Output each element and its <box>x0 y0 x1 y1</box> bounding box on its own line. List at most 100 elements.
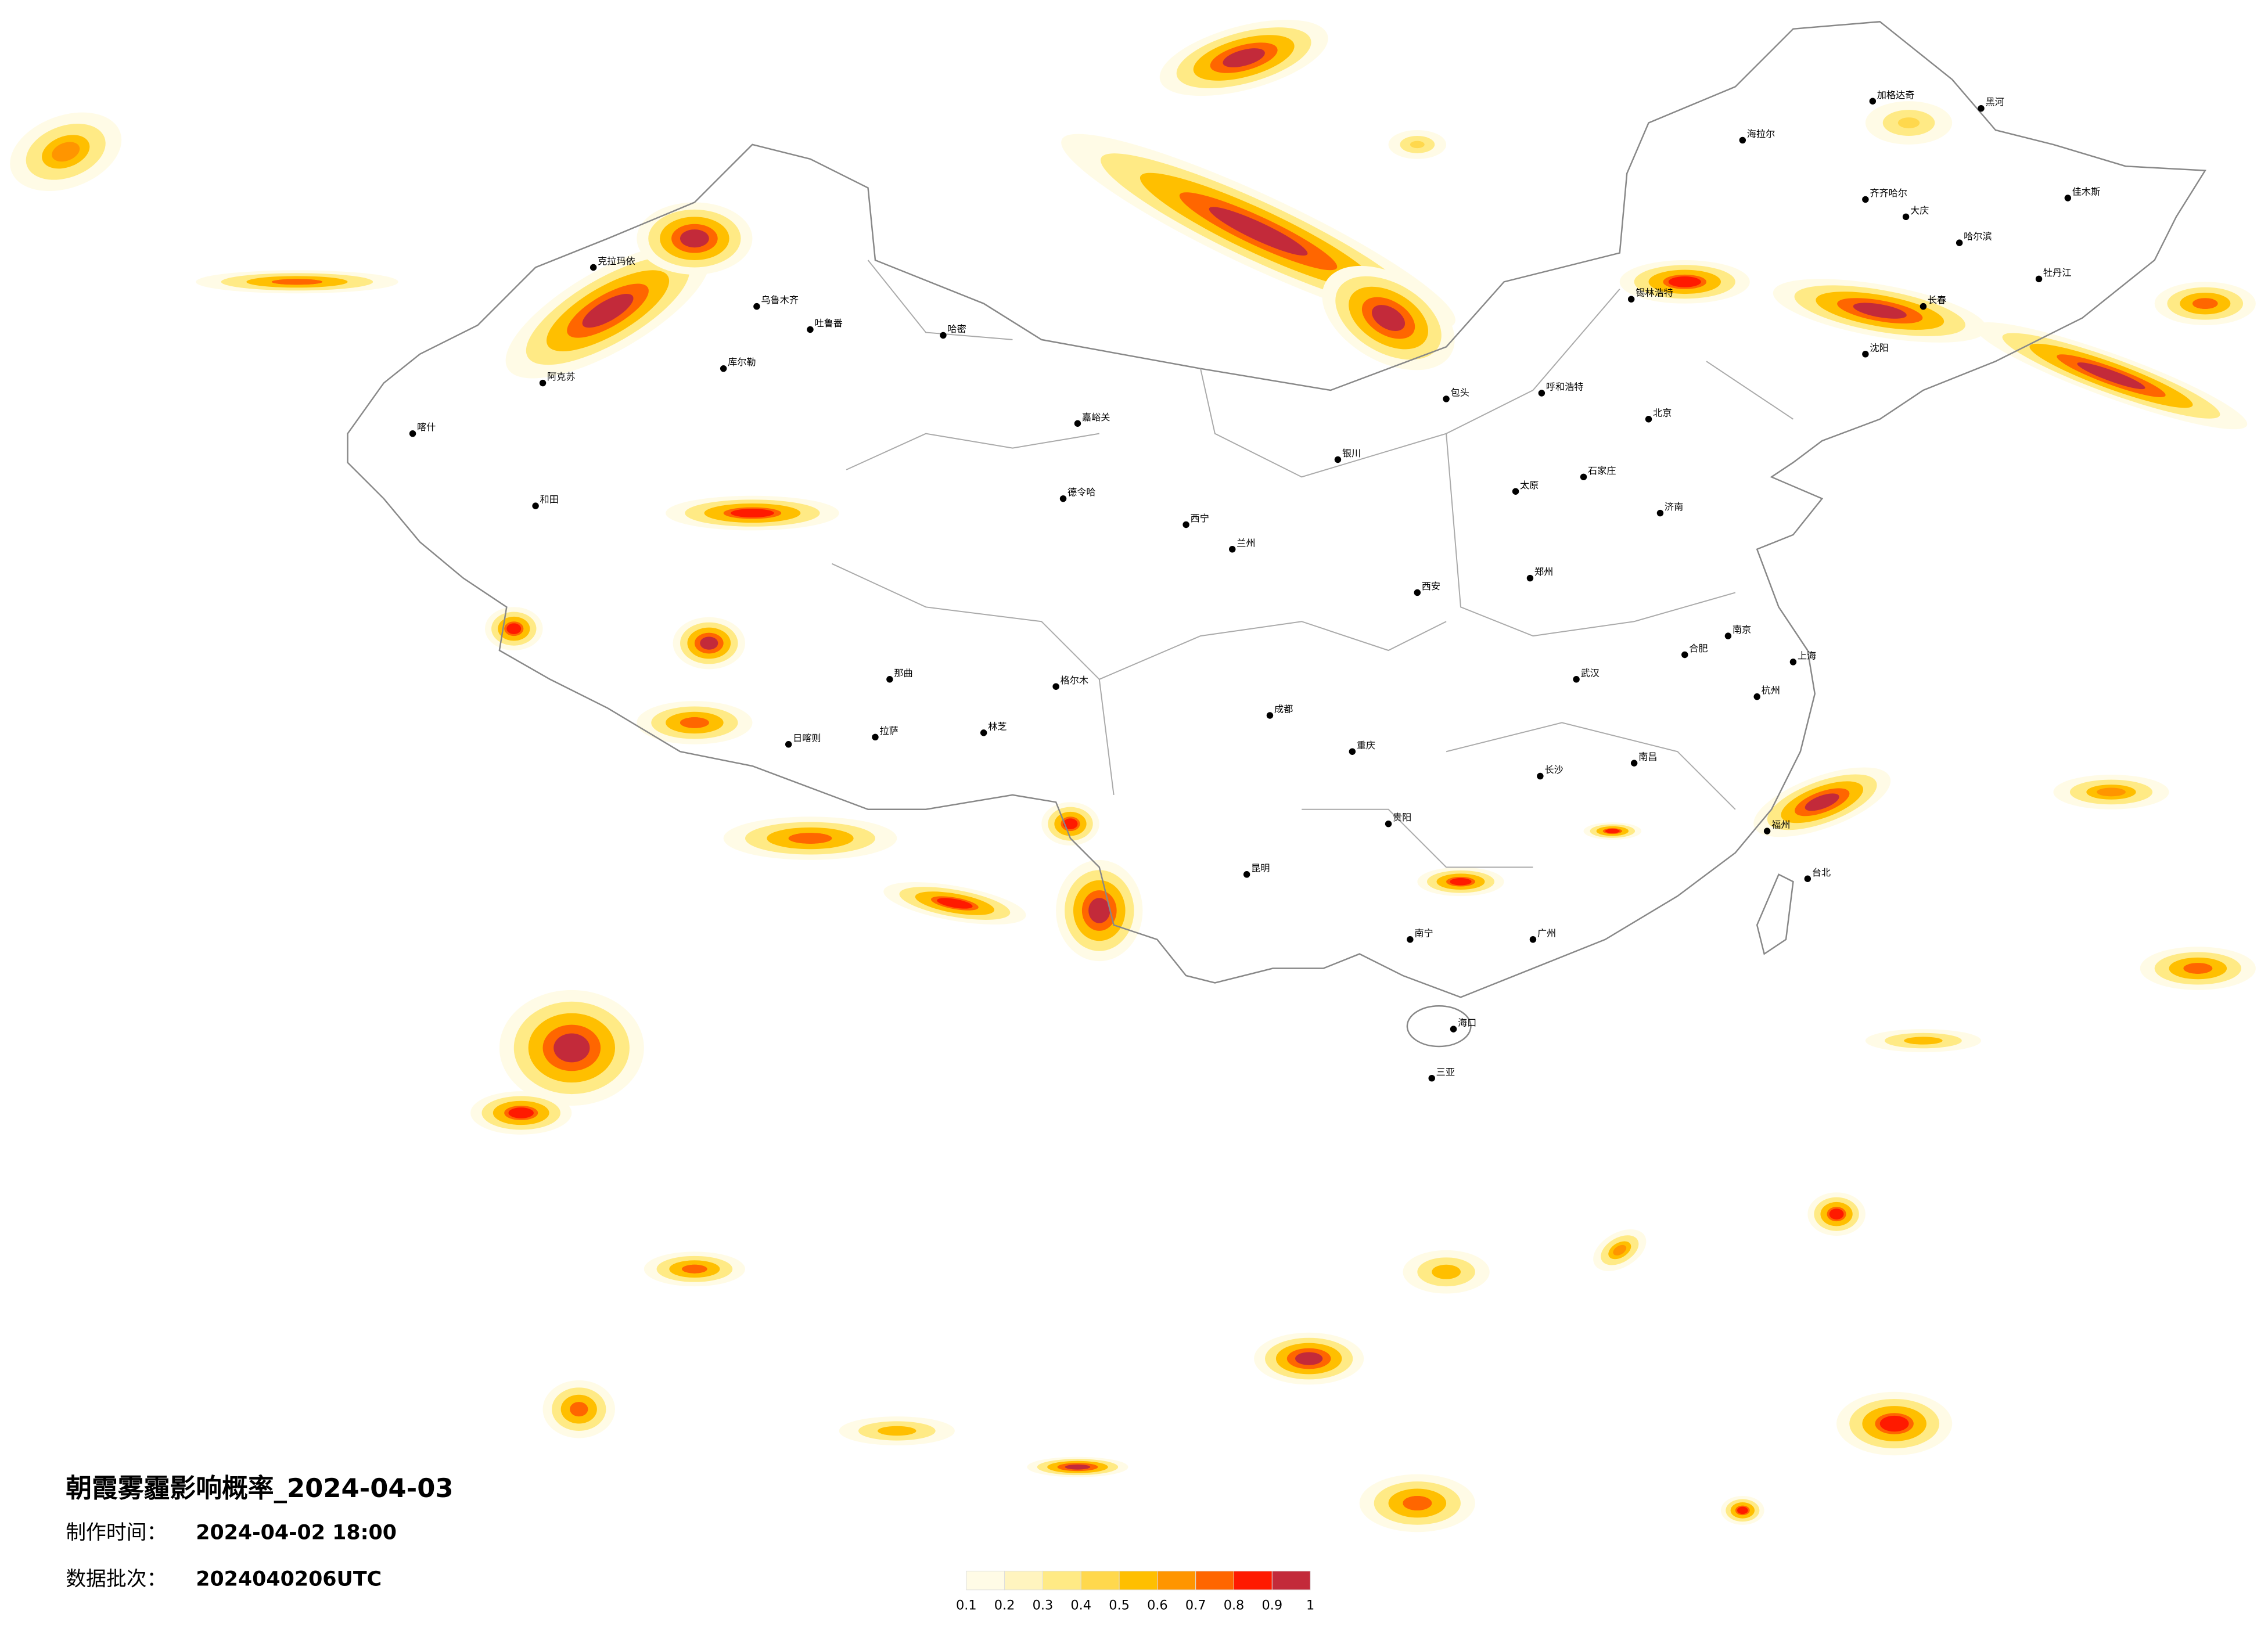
city-dot <box>1580 473 1587 481</box>
city-dot <box>1645 416 1652 423</box>
haze-area <box>1668 276 1701 287</box>
city-label: 上海 <box>1798 650 1816 661</box>
city-dot <box>1753 693 1760 700</box>
city-dot <box>1266 712 1274 719</box>
haze-area <box>570 1402 588 1417</box>
city-label: 大庆 <box>1910 205 1929 216</box>
legend-tick-label: 0.9 <box>1262 1598 1283 1613</box>
city-label: 日喀则 <box>793 732 821 743</box>
haze-area <box>700 636 718 650</box>
city-label: 三亚 <box>1436 1066 1455 1077</box>
haze-area <box>508 1107 534 1118</box>
batch-label: 数据批次： <box>66 1567 167 1591</box>
haze-area <box>1223 48 1265 67</box>
legend-tick-label: 0.7 <box>1185 1598 1206 1613</box>
legend-swatch <box>1004 1570 1043 1591</box>
city-label: 太原 <box>1520 480 1539 491</box>
city-dot <box>1763 828 1771 834</box>
city-label: 哈尔滨 <box>1964 231 1992 242</box>
city-label: 嘉峪关 <box>1082 412 1110 423</box>
city-label: 格尔木 <box>1061 675 1088 686</box>
city-label: 海口 <box>1458 1017 1476 1028</box>
city-label: 包头 <box>1451 387 1469 398</box>
city-dot <box>1978 105 1985 112</box>
legend-swatch <box>966 1570 1005 1591</box>
haze-area <box>680 717 709 728</box>
haze-area <box>1805 793 1839 811</box>
city-label: 德令哈 <box>1067 487 1095 498</box>
haze-area <box>2097 787 2126 797</box>
city-dot <box>409 430 416 437</box>
legend-swatch <box>1195 1570 1235 1591</box>
city-label: 石家庄 <box>1588 465 1616 476</box>
city-label: 杭州 <box>1762 685 1780 696</box>
city-dot <box>1681 651 1688 659</box>
city-label: 黑河 <box>1985 96 2004 107</box>
city-label: 呼和浩特 <box>1546 382 1584 393</box>
haze-area <box>2192 298 2218 309</box>
city-dot <box>1656 509 1664 517</box>
haze-area <box>1088 898 1110 923</box>
haze-area <box>271 279 322 285</box>
legend-tick-label: 0.2 <box>994 1598 1015 1613</box>
haze-area <box>1897 117 1920 128</box>
legend-swatch <box>1119 1570 1158 1591</box>
city-label: 齐齐哈尔 <box>1870 188 1907 199</box>
city-label: 拉萨 <box>879 725 898 736</box>
made-label: 制作时间： <box>66 1521 167 1545</box>
legend: 0.1 0.2 0.3 0.4 0.5 0.6 0.7 0.8 0.9 1 <box>956 1570 1314 1613</box>
haze-area <box>682 1264 707 1274</box>
city-dot <box>1538 390 1545 397</box>
city-label: 南昌 <box>1638 751 1657 762</box>
haze-area <box>788 833 832 844</box>
legend-tick-label: 0.5 <box>1109 1598 1130 1613</box>
batch-value: 2024040206UTC <box>196 1567 382 1591</box>
haze-area <box>1829 1208 1844 1220</box>
city-dot <box>1229 546 1236 553</box>
city-dot <box>1869 98 1877 105</box>
city-dot <box>590 264 597 271</box>
city-dot <box>2035 275 2043 283</box>
haze-area <box>1613 1244 1627 1256</box>
city-label: 西安 <box>1422 581 1440 592</box>
legend-swatch <box>1234 1570 1273 1591</box>
city-label: 那曲 <box>894 667 912 678</box>
city-label: 克拉玛依 <box>598 256 635 267</box>
haze-area <box>506 623 522 634</box>
legend-swatch <box>1042 1570 1081 1591</box>
city-label: 重庆 <box>1357 740 1375 751</box>
city-label: 锡林浩特 <box>1636 287 1673 298</box>
city-dot <box>1902 213 1910 221</box>
haze-area <box>1372 305 1406 331</box>
city-dot <box>1804 875 1811 882</box>
island-outline <box>1406 1005 1472 1048</box>
legend-tick-label: 0.1 <box>956 1598 977 1613</box>
city-dot <box>1920 303 1927 310</box>
city-label: 广州 <box>1537 927 1556 938</box>
city-dot <box>1074 420 1081 427</box>
city-dot <box>532 502 539 509</box>
legend-tick-label: 0.4 <box>1070 1598 1091 1613</box>
city-label: 吐鲁番 <box>814 318 842 329</box>
city-dot <box>1739 136 1746 144</box>
city-label: 西宁 <box>1191 513 1209 524</box>
haze-area <box>680 229 709 248</box>
city-dot <box>785 741 792 748</box>
city-dot <box>872 733 879 741</box>
city-label: 福州 <box>1771 819 1790 830</box>
haze-area <box>1209 207 1308 256</box>
city-label: 南京 <box>1733 624 1751 635</box>
haze-area <box>1853 303 1907 319</box>
city-dot <box>1526 574 1534 582</box>
city-dot <box>1428 1074 1435 1082</box>
city-dot <box>1789 659 1797 665</box>
haze-area <box>1065 1464 1091 1470</box>
city-label: 牡丹江 <box>2043 267 2071 278</box>
city-label: 林芝 <box>988 721 1007 732</box>
haze-area <box>731 509 774 518</box>
city-label: 成都 <box>1274 704 1293 715</box>
haze-area <box>1410 141 1425 149</box>
haze-area <box>1435 1266 1457 1278</box>
